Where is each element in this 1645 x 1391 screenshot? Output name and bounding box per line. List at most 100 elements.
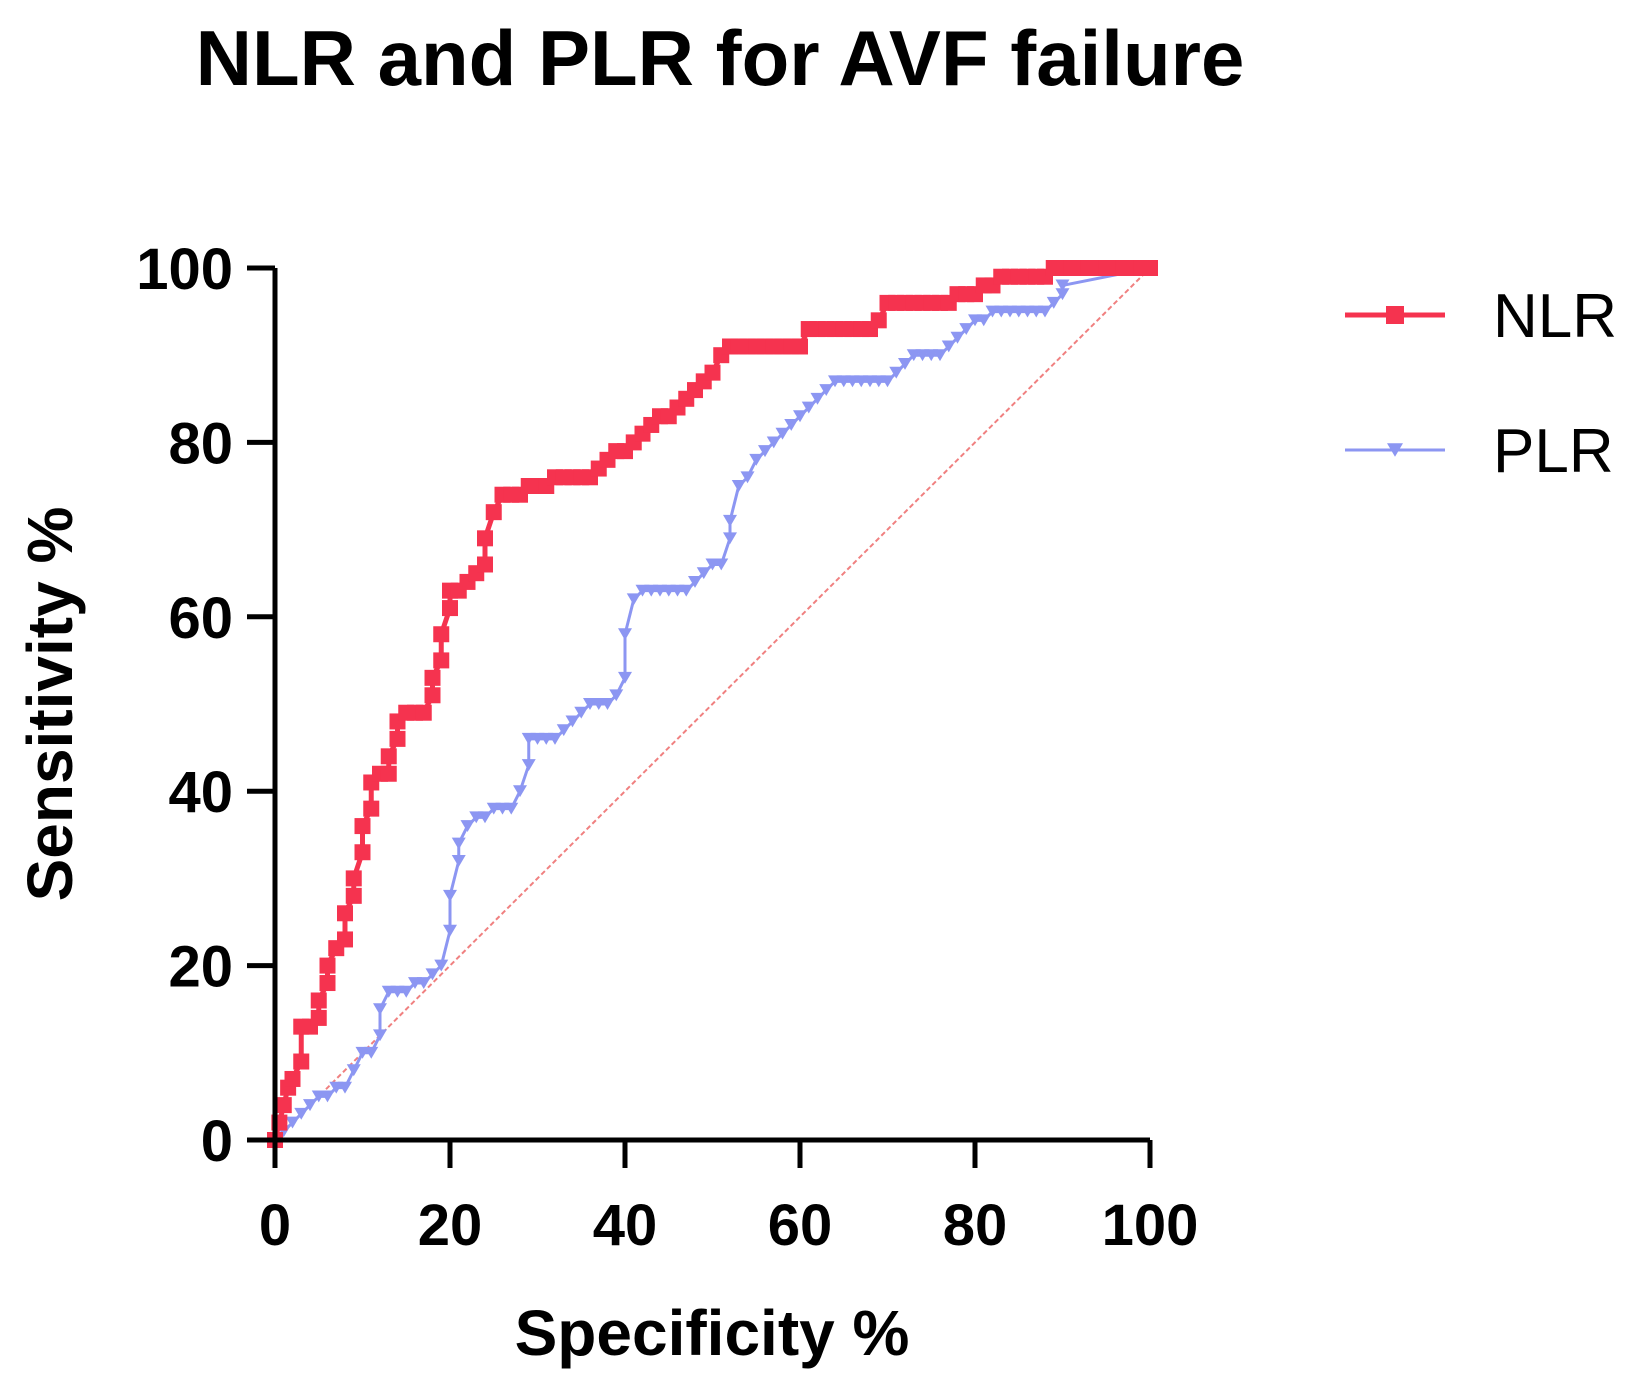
nlr-point: [275, 1097, 292, 1114]
legend-label-nlr: NLR: [1493, 282, 1617, 351]
nlr-point: [870, 312, 887, 329]
nlr-point: [319, 957, 336, 974]
plr-point: [451, 837, 466, 850]
nlr-point: [433, 626, 450, 643]
nlr-point: [485, 504, 502, 521]
nlr-point: [293, 1053, 310, 1070]
plr-point: [626, 593, 641, 606]
y-tick-label: 60: [168, 586, 233, 651]
plr-point: [399, 985, 414, 998]
nlr-point: [477, 556, 493, 573]
plr-point: [303, 1099, 317, 1112]
plr-point: [600, 698, 615, 710]
plr-point: [836, 375, 851, 388]
nlr-point: [442, 600, 458, 617]
nlr-point: [380, 748, 397, 765]
x-tick-label: 80: [943, 1193, 1008, 1258]
plr-point: [521, 759, 536, 771]
plr-point: [793, 410, 807, 423]
plr-point: [994, 305, 1009, 318]
plr-point: [460, 820, 475, 833]
plr-point: [1055, 288, 1070, 301]
nlr-point: [337, 905, 353, 922]
plr-point: [381, 985, 396, 998]
plr-point: [723, 532, 737, 545]
plr-point: [959, 323, 974, 335]
plr-point: [478, 811, 492, 824]
legend-marker-nlr: [1386, 306, 1404, 324]
plr-point: [320, 1090, 335, 1103]
plr-point: [898, 357, 912, 370]
series-layer: [267, 260, 1158, 1148]
plr-point: [635, 584, 650, 597]
legend-item-nlr: NLR: [1345, 282, 1617, 351]
nlr-point: [345, 887, 362, 904]
plr-point: [828, 375, 842, 388]
nlr-point: [354, 844, 371, 861]
nlr-point: [310, 992, 327, 1009]
nlr-point: [424, 687, 441, 704]
nlr-point: [319, 975, 336, 992]
plr-point: [758, 445, 772, 458]
y-axis-ticks: 0 20 40 60 80 100: [136, 237, 275, 1174]
nlr-point: [433, 652, 450, 669]
plr-point: [338, 1081, 352, 1094]
plr-point: [618, 671, 632, 684]
nlr-point: [389, 730, 406, 747]
plr-point: [801, 401, 816, 414]
nlr-point: [424, 669, 441, 686]
legend-label-plr: PLR: [1493, 417, 1614, 486]
plr-point: [513, 785, 527, 798]
x-axis-label: Specificity %: [515, 1297, 910, 1369]
plr-point: [565, 715, 580, 728]
plr-point: [1029, 305, 1044, 318]
plr-point: [495, 802, 510, 815]
legend-marker-plr: [1387, 443, 1403, 457]
plr-point: [618, 628, 632, 641]
y-tick-label: 100: [136, 237, 233, 302]
nlr-point: [380, 765, 397, 782]
plr-point: [889, 366, 904, 379]
plr-point: [985, 305, 1000, 318]
plr-point: [679, 584, 694, 597]
plr-point: [1003, 305, 1017, 318]
plr-point: [1020, 305, 1035, 318]
plr-point: [976, 314, 991, 327]
plr-point: [670, 584, 685, 597]
plr-point: [1046, 296, 1061, 309]
plr-point: [285, 1116, 300, 1129]
plr-point: [591, 698, 606, 710]
plr-point: [653, 584, 667, 597]
nlr-point: [363, 800, 380, 817]
plr-point: [486, 802, 501, 815]
plr-point: [968, 314, 982, 327]
plot-area: 0 20 40 60 80 100 0 20 40 60 80 100: [136, 237, 1198, 1258]
plr-point: [810, 392, 825, 405]
plr-point: [644, 584, 659, 597]
y-tick-label: 0: [201, 1109, 233, 1174]
plr-point: [740, 471, 755, 484]
legend: NLR PLR: [1345, 282, 1617, 486]
plr-series: [268, 262, 1157, 1146]
plr-point: [443, 924, 457, 937]
plr-point: [451, 855, 466, 867]
y-tick-label: 40: [168, 760, 233, 825]
plr-point: [583, 698, 597, 710]
x-axis-ticks: 0 20 40 60 80 100: [259, 1140, 1198, 1258]
nlr-point: [310, 1009, 327, 1026]
plr-point: [539, 732, 554, 745]
plr-point: [731, 480, 746, 492]
x-tick-label: 60: [768, 1193, 833, 1258]
nlr-point: [415, 704, 432, 721]
plr-point: [364, 1046, 379, 1059]
plr-point: [434, 959, 449, 972]
plr-point: [1038, 305, 1052, 318]
plr-point: [819, 384, 834, 397]
y-tick-label: 20: [168, 935, 233, 1000]
plr-point: [469, 811, 484, 824]
plr-point: [854, 375, 869, 388]
nlr-point: [704, 364, 721, 381]
y-tick-label: 80: [168, 411, 233, 476]
plr-point: [521, 732, 536, 745]
